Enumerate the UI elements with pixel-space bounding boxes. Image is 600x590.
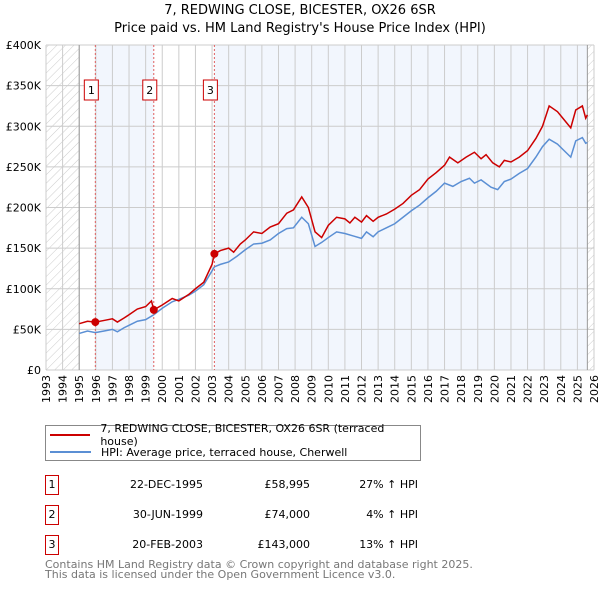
x-tick-label: 2001 — [173, 375, 186, 403]
y-tick-label: £50K — [13, 323, 42, 336]
y-tick-label: £400K — [6, 39, 42, 52]
sale-num: 1 — [45, 475, 59, 495]
hpi-line — [79, 136, 588, 335]
x-tick-label: 2003 — [206, 375, 219, 403]
footer-line: This data is licensed under the Open Gov… — [45, 568, 396, 581]
sale-point — [210, 249, 219, 258]
x-tick-label: 2015 — [405, 375, 418, 403]
x-tick-label: 2004 — [223, 375, 236, 403]
y-tick-label: £0 — [27, 364, 41, 377]
sale-row: 2 30-JUN-1999 £74,000 4% ↑ HPI — [45, 505, 418, 525]
legend-label: 7, REDWING CLOSE, BICESTER, OX26 6SR (te… — [100, 422, 385, 448]
x-tick-label: 2022 — [522, 375, 535, 403]
y-tick-label: £300K — [6, 120, 42, 133]
price-paid-line — [79, 104, 589, 325]
sale-label: 2 — [146, 84, 153, 97]
chart-title: 7, REDWING CLOSE, BICESTER, OX26 6SR Pri… — [0, 2, 600, 38]
price-chart: 1993 1994 1995 1996 1997 1998 1999 2000 2001 2002… — [6, 39, 600, 403]
legend-label: HPI: Average price, terraced house, Cher… — [101, 445, 348, 459]
sale-label-box — [142, 79, 158, 101]
x-tick-label: 1996 — [90, 375, 103, 403]
x-tick-label: 2026 — [588, 375, 600, 403]
title-line: 7, REDWING CLOSE, BICESTER, OX26 6SR — [164, 3, 436, 18]
chart-legend: 7, REDWING CLOSE, BICESTER, OX26 6SR (te… — [45, 422, 421, 461]
y-tick-label: £350K — [6, 80, 42, 93]
sale-row: 3 20-FEB-2003 £143,000 13% ↑ HPI — [45, 535, 418, 555]
x-tick-label: 2016 — [422, 375, 435, 403]
y-tick-label: £100K — [6, 283, 42, 296]
x-tick-label: 2009 — [306, 375, 319, 403]
y-tick-label: £150K — [6, 242, 42, 255]
y-tick-label: £200K — [6, 202, 42, 215]
x-tick-label: 1993 — [40, 375, 53, 403]
x-tick-label: 2025 — [571, 375, 584, 403]
sale-point — [91, 318, 100, 327]
sale-price: £58,995 — [264, 478, 311, 491]
x-tick-label: 2000 — [156, 375, 169, 403]
x-tick-label: 2008 — [289, 375, 302, 403]
x-tick-label: 2013 — [372, 375, 385, 403]
x-tick-label: 2007 — [272, 375, 285, 403]
legend-swatch-red — [50, 434, 91, 436]
legend-swatch-blue — [50, 451, 91, 453]
sale-label-box — [202, 79, 218, 101]
y-tick-label: £250K — [6, 161, 42, 174]
x-tick-label: 2024 — [555, 375, 568, 403]
x-tick-label: 2012 — [356, 375, 369, 403]
footer-line: Contains HM Land Registry data © Crown c… — [45, 558, 473, 571]
sale-label: 3 — [207, 84, 214, 97]
sale-point — [149, 305, 158, 314]
x-tick-label: 2023 — [538, 375, 551, 403]
sale-hpi: 27% ↑ HPI — [359, 478, 418, 491]
x-tick-label: 2021 — [505, 375, 518, 403]
sale-row: 1 22-DEC-1995 £58,995 27% ↑ HPI — [45, 475, 418, 495]
sale-price: £143,000 — [257, 538, 311, 551]
x-tick-label: 2011 — [339, 375, 352, 403]
x-tick-label: 1994 — [57, 375, 70, 403]
x-tick-label: 2005 — [239, 375, 252, 403]
sale-num: 3 — [45, 535, 59, 555]
x-tick-label: 2017 — [439, 375, 452, 403]
x-tick-label: 2019 — [472, 375, 485, 403]
sale-date: 20-FEB-2003 — [132, 538, 203, 551]
x-tick-label: 1997 — [106, 375, 119, 403]
x-tick-label: 2010 — [322, 375, 335, 403]
legend-item-property: 7, REDWING CLOSE, BICESTER, OX26 6SR (te… — [50, 422, 420, 448]
x-tick-label: 2018 — [455, 375, 468, 403]
sale-date: 30-JUN-1999 — [132, 508, 203, 521]
sale-label: 1 — [88, 84, 95, 97]
x-tick-label: 1999 — [140, 375, 153, 403]
x-tick-label: 2014 — [389, 375, 402, 403]
sale-hpi: 13% ↑ HPI — [359, 538, 418, 551]
footer: Contains HM Land Registry data © Crown c… — [45, 558, 473, 581]
sale-hpi: 4% ↑ HPI — [366, 508, 418, 521]
legend-item-hpi: HPI: Average price, terraced house, Cher… — [50, 444, 347, 460]
x-tick-label: 1998 — [123, 375, 136, 403]
x-tick-label: 2020 — [488, 375, 501, 403]
x-tick-label: 2006 — [256, 375, 269, 403]
sale-num: 2 — [45, 505, 59, 525]
sale-label-box — [83, 79, 99, 101]
x-tick-label: 2002 — [189, 375, 202, 403]
x-tick-label: 1995 — [73, 375, 86, 403]
subtitle-line: Price paid vs. HM Land Registry's House … — [114, 21, 486, 36]
sale-price: £74,000 — [264, 508, 311, 521]
sale-date: 22-DEC-1995 — [129, 478, 203, 491]
